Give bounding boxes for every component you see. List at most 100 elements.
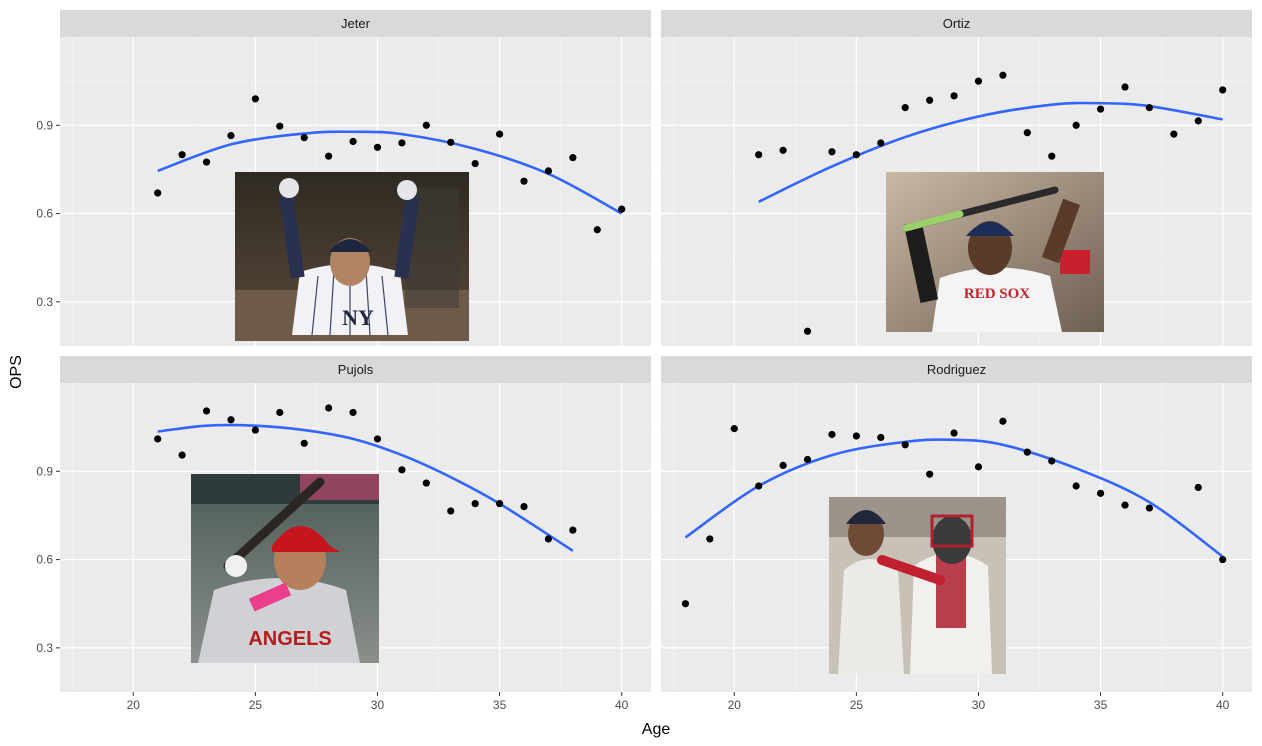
x-tick-label: 20 xyxy=(127,698,141,712)
data-point xyxy=(251,426,259,434)
svg-text:NY: NY xyxy=(342,305,374,330)
data-point xyxy=(325,152,333,160)
data-point xyxy=(974,77,983,85)
y-tick-label: 0.9 xyxy=(36,118,53,132)
y-tick-label: 0.6 xyxy=(36,553,53,567)
facet-strip xyxy=(60,356,651,383)
data-point xyxy=(803,455,812,464)
data-point xyxy=(999,71,1007,79)
x-axis-title: Age xyxy=(642,721,671,738)
data-point xyxy=(828,148,836,156)
x-tick-label: 35 xyxy=(493,698,507,712)
data-point xyxy=(1023,448,1031,456)
data-point xyxy=(422,479,430,487)
data-point xyxy=(779,461,787,469)
data-point xyxy=(1219,86,1227,94)
x-tick-label: 25 xyxy=(850,698,864,712)
data-point xyxy=(276,122,284,130)
data-point xyxy=(926,96,934,104)
data-point xyxy=(471,500,479,508)
data-point xyxy=(154,435,162,443)
x-tick-label: 20 xyxy=(728,698,742,712)
svg-text:RED SOX: RED SOX xyxy=(964,286,1030,302)
data-point xyxy=(1048,457,1056,465)
data-point xyxy=(1145,104,1154,112)
data-point xyxy=(901,441,909,449)
data-point xyxy=(974,463,983,471)
x-tick-label: 30 xyxy=(972,698,986,712)
data-point xyxy=(227,131,235,140)
x-tick-label: 30 xyxy=(371,698,385,712)
data-point xyxy=(569,526,577,534)
data-point xyxy=(349,408,357,417)
smooth-trend-line xyxy=(758,101,1223,203)
data-point xyxy=(901,104,909,112)
y-tick-label: 0.3 xyxy=(36,641,53,655)
data-point xyxy=(999,417,1007,425)
x-tick-label: 40 xyxy=(1216,698,1230,712)
data-point xyxy=(1096,105,1105,113)
data-point xyxy=(877,433,885,442)
photo-jeter-celebrating: NY xyxy=(235,172,469,341)
data-point xyxy=(852,151,860,159)
data-point xyxy=(398,139,406,147)
svg-text:ANGELS: ANGELS xyxy=(248,628,331,650)
data-point xyxy=(1096,489,1105,497)
data-point xyxy=(593,226,601,234)
data-point xyxy=(447,507,455,515)
data-point xyxy=(373,143,382,151)
data-point xyxy=(447,138,455,146)
data-point xyxy=(495,500,504,508)
x-tick-label: 35 xyxy=(1094,698,1108,712)
data-point xyxy=(276,408,284,417)
data-point xyxy=(950,429,958,437)
data-point xyxy=(1194,483,1202,492)
facet-strip-label: Pujols xyxy=(338,362,374,377)
data-point xyxy=(251,95,259,103)
data-point xyxy=(828,430,836,439)
data-point xyxy=(495,130,504,138)
data-point xyxy=(520,503,528,511)
data-point xyxy=(520,177,528,185)
player-photos: NY RED SOX ANGELS xyxy=(191,172,1104,674)
photo-ortiz-batting: RED SOX xyxy=(886,172,1104,332)
data-point xyxy=(422,121,430,129)
data-point xyxy=(398,466,406,474)
data-point xyxy=(300,134,308,142)
data-point xyxy=(471,159,479,168)
facet-strip xyxy=(661,356,1252,383)
data-point xyxy=(779,146,787,154)
smooth-trend-line xyxy=(684,438,1224,558)
data-point xyxy=(950,92,958,100)
data-point xyxy=(202,158,211,166)
data-point xyxy=(1023,129,1031,137)
data-point xyxy=(1145,504,1154,512)
y-axis-title: OPS xyxy=(8,355,25,389)
photo-pujols-at-bat: ANGELS xyxy=(191,474,379,663)
facet-strip-label: Rodriguez xyxy=(927,362,986,377)
data-point xyxy=(755,482,763,490)
data-point xyxy=(877,139,885,147)
data-point xyxy=(1121,501,1129,509)
data-point xyxy=(926,470,934,478)
data-point xyxy=(544,167,553,175)
facet-strip-label: Ortiz xyxy=(943,16,970,31)
data-point xyxy=(681,600,690,608)
facet-strip xyxy=(60,10,651,37)
data-point xyxy=(349,137,357,146)
data-point xyxy=(852,432,860,440)
photo-rodriguez-scuffle xyxy=(829,497,1006,674)
data-point xyxy=(178,151,186,159)
facet-strip xyxy=(661,10,1252,37)
y-tick-label: 0.6 xyxy=(36,207,53,221)
data-point xyxy=(755,151,763,159)
data-point xyxy=(325,404,333,412)
axis-titles: Age OPS xyxy=(8,355,670,738)
data-point xyxy=(730,425,738,433)
data-point xyxy=(300,439,308,447)
facet-strip-label: Jeter xyxy=(341,16,371,31)
data-point xyxy=(1170,130,1178,138)
data-point xyxy=(202,407,211,415)
data-point xyxy=(706,535,714,543)
